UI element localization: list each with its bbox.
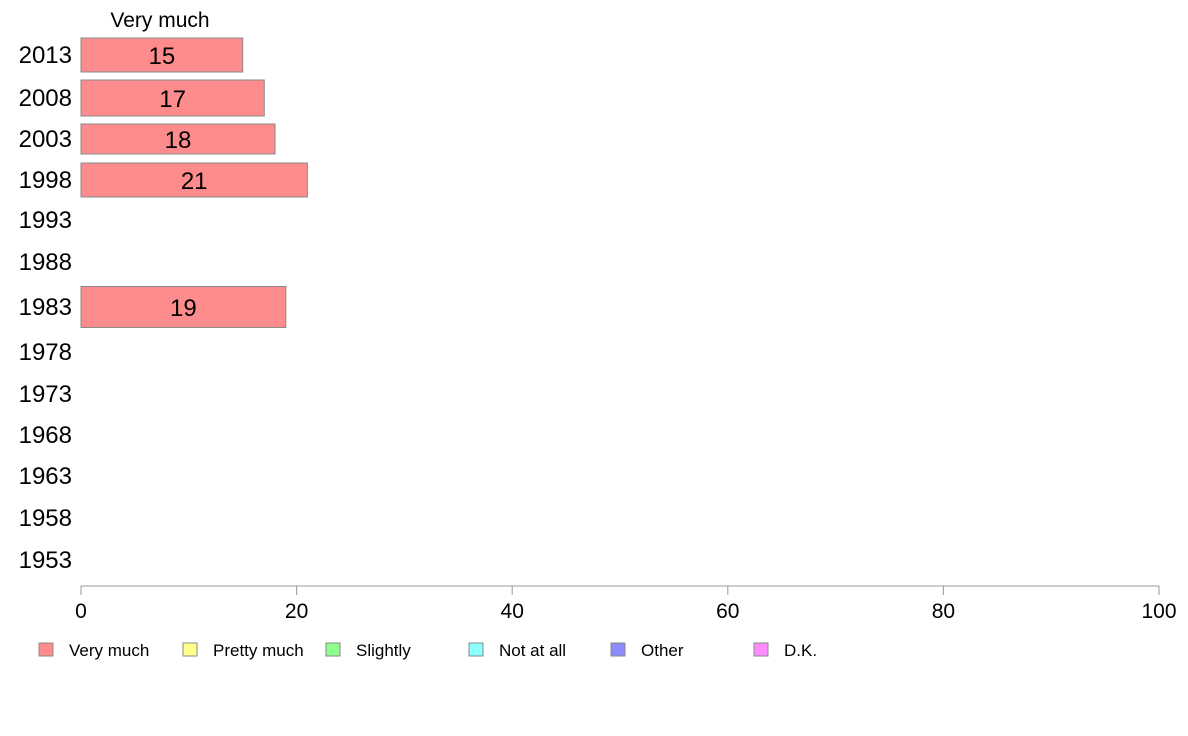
x-tick-label: 0 — [75, 600, 87, 623]
bar-value-label: 17 — [159, 86, 186, 113]
legend-swatch — [753, 642, 769, 657]
x-tick-label: 40 — [501, 600, 524, 623]
legend-label: Other — [641, 641, 684, 660]
series-header: Very much — [110, 9, 209, 32]
category-label: 1958 — [19, 505, 72, 532]
bar-value-label: 15 — [148, 43, 175, 70]
category-label: 1968 — [19, 422, 72, 449]
bar — [80, 286, 287, 328]
x-tick-label: 100 — [1141, 600, 1176, 623]
category-label: 1963 — [19, 463, 72, 490]
legend-label: Pretty much — [213, 641, 304, 660]
bar-value-label: 21 — [181, 168, 208, 195]
legend-label: Very much — [69, 641, 149, 660]
legend-label: Slightly — [356, 641, 411, 660]
category-label: 1953 — [19, 547, 72, 574]
bar-value-label: 19 — [170, 295, 197, 322]
legend-swatch — [610, 642, 626, 657]
legend-swatch — [468, 642, 484, 657]
category-label: 1993 — [19, 207, 72, 234]
category-label: 1973 — [19, 381, 72, 408]
x-tick-label: 80 — [932, 600, 955, 623]
bar-value-label: 18 — [165, 127, 192, 154]
legend-label: D.K. — [784, 641, 817, 660]
category-label: 2008 — [19, 85, 72, 112]
x-tick-label: 20 — [285, 600, 308, 623]
legend-label: Not at all — [499, 641, 566, 660]
bar — [80, 123, 276, 155]
bar — [80, 79, 265, 117]
category-label: 1998 — [19, 167, 72, 194]
legend-swatch — [325, 642, 341, 657]
category-label: 1978 — [19, 339, 72, 366]
bar — [80, 37, 244, 73]
bar — [80, 162, 308, 198]
legend-swatch — [182, 642, 198, 657]
legend-swatch — [38, 642, 54, 657]
x-tick-label: 60 — [716, 600, 739, 623]
category-label: 1988 — [19, 249, 72, 276]
category-label: 2013 — [19, 42, 72, 69]
category-label: 2003 — [19, 126, 72, 153]
category-label: 1983 — [19, 294, 72, 321]
